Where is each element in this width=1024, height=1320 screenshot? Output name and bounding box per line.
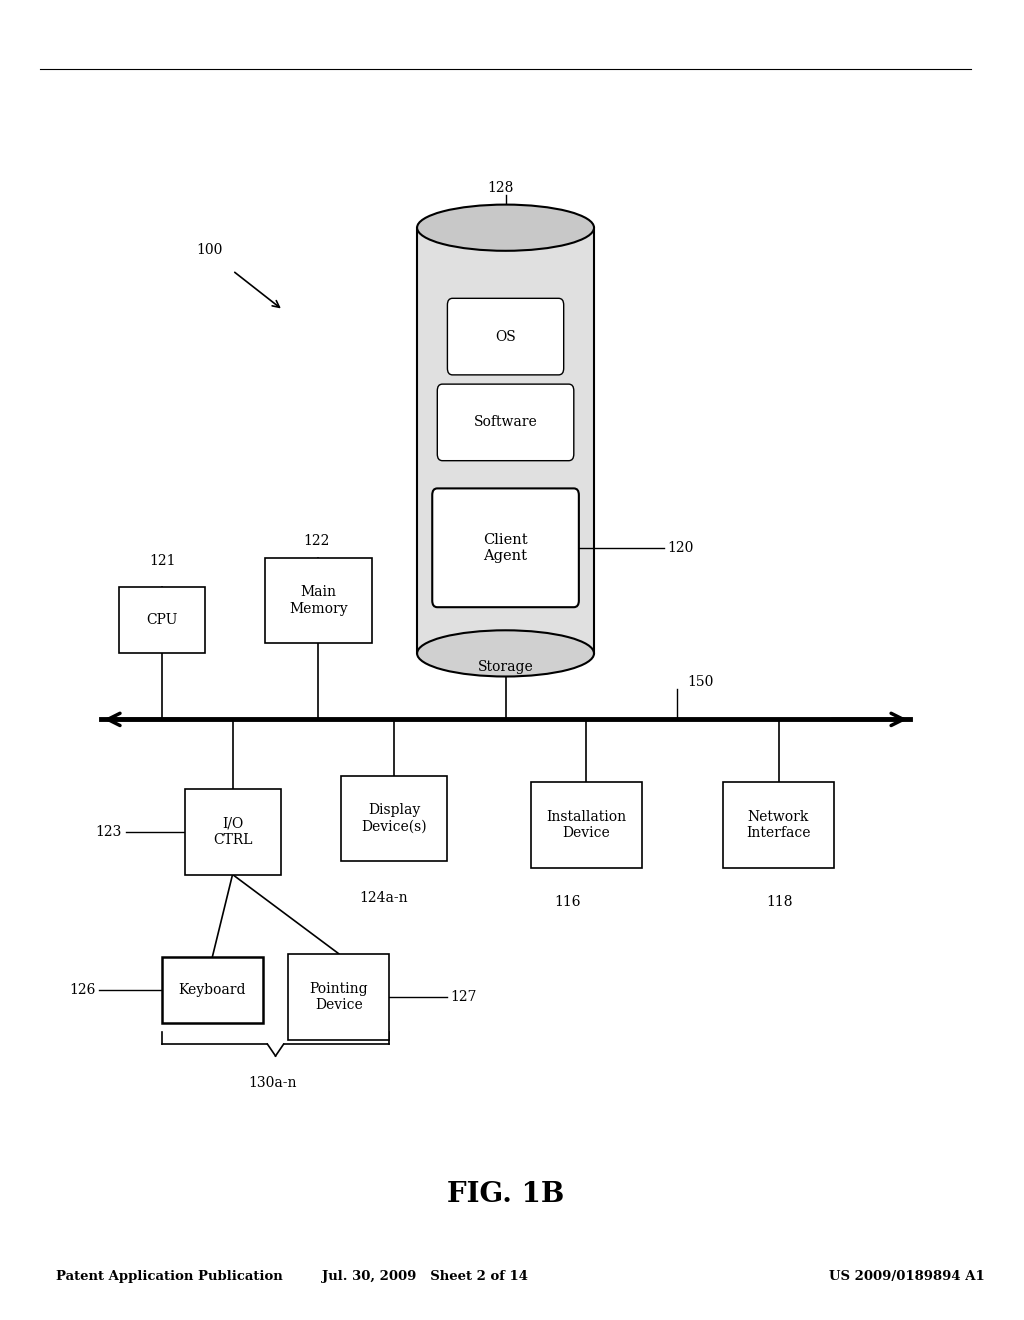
Text: 123: 123 [95,825,121,838]
Text: 100: 100 [196,243,222,257]
Text: CPU: CPU [146,614,177,627]
Text: 130a-n: 130a-n [249,1076,297,1090]
Bar [530,781,642,869]
Text: Client
Agent: Client Agent [483,533,527,562]
Text: 121: 121 [150,553,176,568]
Ellipse shape [417,630,594,676]
Text: Jul. 30, 2009   Sheet 2 of 14: Jul. 30, 2009 Sheet 2 of 14 [322,1270,527,1283]
Text: Display
Device(s): Display Device(s) [361,804,427,833]
Bar [119,587,205,653]
FancyBboxPatch shape [437,384,573,461]
Bar [417,227,594,653]
Text: 122: 122 [303,533,330,548]
Text: Network
Interface: Network Interface [746,810,811,840]
Text: Software: Software [474,416,538,429]
Text: Patent Application Publication: Patent Application Publication [55,1270,283,1283]
Text: 128: 128 [487,181,514,195]
Text: 118: 118 [766,895,793,909]
Bar [265,557,372,643]
Ellipse shape [417,205,594,251]
Text: Main
Memory: Main Memory [289,586,348,615]
Text: US 2009/0189894 A1: US 2009/0189894 A1 [829,1270,985,1283]
FancyBboxPatch shape [432,488,579,607]
Text: 126: 126 [70,983,96,997]
Text: 120: 120 [668,541,693,554]
Text: Keyboard: Keyboard [178,983,246,997]
Text: 150: 150 [687,675,714,689]
Bar [162,957,263,1023]
FancyBboxPatch shape [447,298,563,375]
Text: Storage: Storage [477,660,534,675]
Bar [184,789,281,875]
Bar [723,781,835,869]
Text: 124a-n: 124a-n [359,891,408,906]
Text: 116: 116 [554,895,581,909]
Text: Installation
Device: Installation Device [547,810,627,840]
Text: I/O
CTRL: I/O CTRL [213,817,252,846]
Text: OS: OS [496,330,516,343]
Text: FIG. 1B: FIG. 1B [446,1181,564,1208]
Text: 127: 127 [450,990,476,1003]
Bar [341,776,447,862]
Text: Pointing
Device: Pointing Device [309,982,368,1011]
Bar [288,953,389,1040]
